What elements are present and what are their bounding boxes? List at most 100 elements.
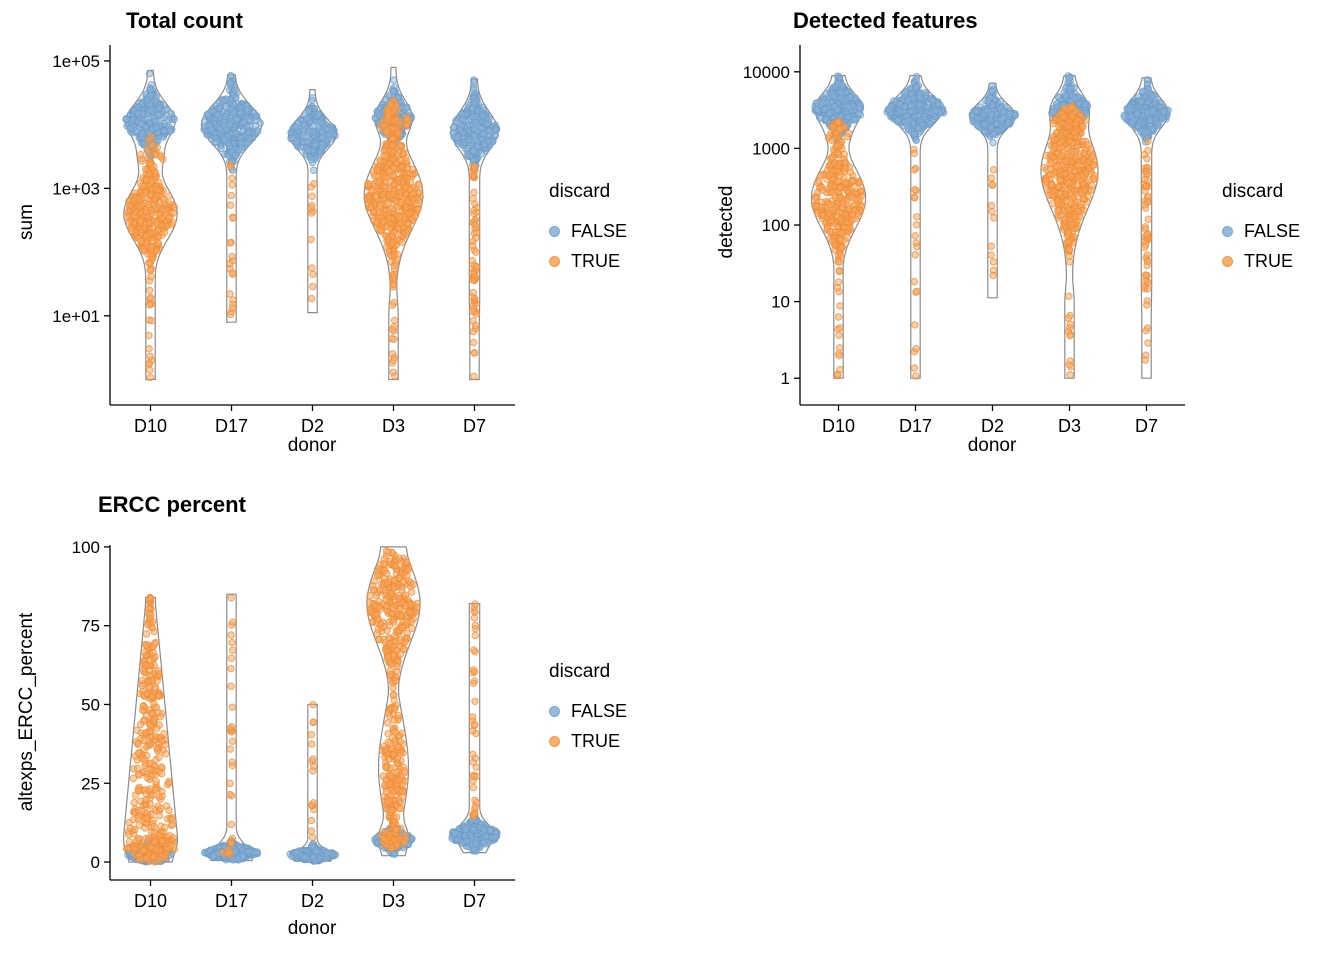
data-point xyxy=(819,98,827,107)
data-point xyxy=(1064,179,1073,187)
data-point xyxy=(987,251,995,259)
data-point xyxy=(855,179,864,187)
data-point xyxy=(1148,107,1157,116)
points-D2-true xyxy=(987,166,998,280)
data-point xyxy=(1128,120,1136,128)
data-point xyxy=(136,216,145,225)
data-point xyxy=(146,352,155,361)
data-point xyxy=(825,109,833,118)
data-point xyxy=(389,281,397,289)
data-point xyxy=(835,352,843,360)
data-point xyxy=(227,191,236,200)
data-point xyxy=(298,131,306,139)
data-point xyxy=(1064,229,1073,237)
data-point xyxy=(1054,207,1062,215)
data-point xyxy=(153,218,161,227)
data-point xyxy=(911,321,919,329)
data-point xyxy=(916,93,924,102)
data-point xyxy=(364,180,372,188)
data-point xyxy=(324,125,332,133)
data-point xyxy=(1142,327,1150,335)
y-tick-label: 1 xyxy=(781,369,790,388)
data-point xyxy=(388,301,397,309)
y-tick-label: 10000 xyxy=(743,63,790,82)
data-point xyxy=(226,162,235,171)
data-point xyxy=(470,78,478,87)
data-point xyxy=(827,182,835,191)
data-point xyxy=(837,229,846,237)
data-point xyxy=(835,73,843,81)
data-point xyxy=(152,124,161,132)
data-point xyxy=(389,356,398,364)
data-point xyxy=(836,365,844,374)
data-point xyxy=(929,97,937,105)
data-point xyxy=(152,247,161,255)
data-point xyxy=(470,86,478,94)
data-point xyxy=(126,201,135,209)
data-point xyxy=(305,146,313,154)
data-point xyxy=(309,94,317,102)
data-point xyxy=(1065,292,1073,300)
points-D7-true xyxy=(1140,137,1153,305)
data-point xyxy=(302,115,311,123)
data-point xyxy=(817,198,826,206)
data-point xyxy=(1064,238,1073,246)
data-point xyxy=(989,271,997,280)
data-point xyxy=(1011,111,1019,119)
data-point xyxy=(823,224,832,233)
data-point xyxy=(472,248,480,257)
data-point xyxy=(1082,116,1090,124)
data-point xyxy=(146,301,154,309)
data-point xyxy=(391,372,399,380)
data-point xyxy=(990,214,998,222)
data-point xyxy=(137,150,145,159)
y-tick-label: 100 xyxy=(72,538,100,557)
y-tick-label: 75 xyxy=(81,617,100,636)
data-point xyxy=(364,192,372,201)
data-point xyxy=(1125,106,1134,115)
data-point xyxy=(836,183,844,192)
data-point xyxy=(232,94,240,102)
data-point xyxy=(376,201,384,210)
points-D3-true xyxy=(1064,292,1075,379)
data-point xyxy=(157,153,165,161)
data-point xyxy=(307,204,315,212)
data-point xyxy=(909,94,917,103)
data-point xyxy=(240,118,248,126)
x-tick-label-D7: D7 xyxy=(1135,416,1158,436)
data-point xyxy=(1143,231,1151,239)
data-point xyxy=(125,830,133,839)
data-point xyxy=(226,290,234,298)
data-point xyxy=(390,316,399,325)
data-point xyxy=(836,324,844,332)
data-point xyxy=(468,293,477,301)
data-point xyxy=(392,197,400,206)
data-point xyxy=(217,144,225,153)
data-point xyxy=(458,110,466,118)
data-point xyxy=(845,129,853,138)
data-point xyxy=(396,142,404,150)
data-point xyxy=(1046,151,1054,160)
data-point xyxy=(837,94,845,102)
data-point xyxy=(130,798,138,807)
data-point xyxy=(997,116,1005,124)
x-tick-label-D3: D3 xyxy=(382,891,405,911)
data-point xyxy=(149,649,157,657)
data-point xyxy=(403,114,411,122)
data-point xyxy=(988,87,996,96)
data-point xyxy=(822,90,830,98)
data-point xyxy=(377,227,385,235)
data-point xyxy=(1133,111,1141,119)
data-point xyxy=(1144,215,1153,223)
data-point xyxy=(1071,94,1079,103)
data-point xyxy=(912,221,921,229)
data-point xyxy=(987,201,996,210)
data-point xyxy=(1137,98,1145,106)
data-point xyxy=(390,164,399,172)
data-point xyxy=(831,241,839,249)
data-point xyxy=(452,117,460,125)
data-point xyxy=(837,244,846,252)
data-point xyxy=(1048,181,1056,189)
data-point xyxy=(973,114,981,122)
